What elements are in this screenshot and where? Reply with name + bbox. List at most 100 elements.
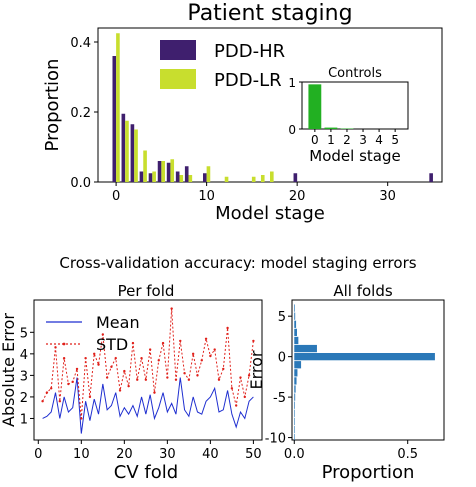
controls-inset: Controls 0 1 2 3 4 501 Model stage: [288, 66, 409, 165]
bar-pdd-lr-stage-1: [125, 120, 129, 182]
std-point-fold-35: [187, 378, 191, 381]
controls-bar-stage-1: [324, 127, 338, 129]
af-y-tick-label: -5: [273, 391, 286, 406]
std-point-fold-47: [239, 376, 242, 379]
std-point-fold-44: [226, 326, 229, 330]
bar-pdd-hr-stage-1: [121, 113, 126, 182]
patient-staging-ylabel: Proportion: [42, 59, 63, 152]
bar-pdd-lr-stage-10: [206, 166, 211, 182]
std-point-fold-12: [88, 395, 92, 399]
inset-x-tick-label: 2: [343, 133, 351, 147]
error-bar--4: [294, 385, 296, 393]
af-y-tick-label: 5: [278, 310, 286, 325]
std-point-fold-36: [191, 352, 195, 356]
pf-x-tick-label: 30: [159, 447, 176, 462]
af-y-tick-label: -10: [265, 432, 286, 447]
error-bar-1: [294, 344, 317, 353]
controls-bar-stage-0: [308, 84, 322, 129]
std-point-fold-13: [93, 352, 96, 356]
controls-inset-marks: [308, 84, 354, 129]
per-fold-chart: Per fold 0 10 20 30 40 50 1 2 3 4 5 CV fold Absolu…: [0, 282, 263, 483]
per-fold-title: Per fold: [118, 282, 175, 300]
std-point-fold-7: [67, 382, 70, 386]
bar-pdd-lr-stage-12: [224, 176, 229, 182]
std-point-fold-37: [196, 374, 199, 377]
std-point-fold-50: [252, 339, 255, 343]
std-point-fold-30: [166, 376, 169, 379]
std-point-fold-31: [170, 307, 173, 310]
error-bar-6: [294, 304, 295, 312]
bar-pdd-lr-stage-8: [188, 175, 193, 182]
pf-x-tick-label: 50: [245, 447, 262, 462]
per-fold-xlabel: CV fold: [114, 462, 178, 483]
per-fold-axes: [33, 299, 263, 441]
bar-pdd-hr-stage-35: [429, 173, 433, 182]
std-point-fold-38: [200, 359, 203, 362]
std-point-fold-26: [148, 348, 152, 351]
legend-label-mean: Mean: [96, 313, 140, 332]
pf-x-tick-label: 40: [202, 447, 219, 462]
all-folds-xlabel: Proportion: [322, 462, 415, 483]
bar-pdd-hr-stage-3: [139, 171, 144, 182]
std-point-fold-49: [247, 374, 251, 377]
std-point-fold-2: [45, 391, 49, 394]
y-tick-label: 0.2: [70, 106, 91, 121]
error-bar--5: [294, 393, 296, 401]
std-point-fold-42: [217, 378, 221, 381]
error-bar-4: [294, 320, 297, 328]
std-point-fold-22: [131, 341, 135, 345]
controls-inset-axes: [301, 81, 409, 130]
std-point-fold-48: [243, 395, 246, 399]
inset-x-tick-label: 4: [375, 133, 383, 147]
bar-pdd-hr-stage-4: [148, 173, 153, 182]
error-bar-3: [294, 328, 297, 337]
bar-pdd-hr-stage-7: [175, 171, 180, 182]
af-y-tick-label: 0: [278, 351, 286, 366]
y-tick-label: 0.4: [70, 36, 91, 51]
bar-pdd-lr-stage-3: [143, 150, 147, 182]
patient-staging-xlabel: Model stage: [215, 203, 325, 224]
std-point-fold-8: [71, 380, 74, 384]
patient-staging-title: Patient staging: [187, 1, 352, 26]
std-point-fold-46: [234, 404, 238, 407]
bar-pdd-lr-stage-15: [251, 176, 256, 182]
all-folds-chart: All folds 0.0 0.550-5-10 Proportion Error: [247, 282, 445, 483]
std-point-fold-18: [114, 356, 117, 360]
error-bar--3: [294, 377, 297, 385]
all-folds-axes: [291, 299, 445, 441]
legend-label-pdd-lr: PDD-LR: [214, 70, 282, 91]
x-tick-label: 0: [112, 189, 120, 204]
bar-pdd-hr-stage-0: [112, 56, 117, 182]
pf-y-tick-label: 3: [20, 369, 28, 384]
pf-x-tick-label: 10: [73, 447, 90, 462]
std-point-fold-43: [222, 367, 225, 371]
std-point-fold-25: [144, 378, 148, 381]
all-folds-title: All folds: [333, 282, 393, 300]
error-bar--10: [294, 433, 295, 442]
std-point-fold-45: [230, 387, 234, 390]
std-point-fold-1: [41, 400, 44, 403]
std-point-fold-40: [209, 354, 212, 358]
std-point-fold-28: [157, 359, 160, 362]
bar-pdd-lr-stage-2: [134, 129, 138, 182]
std-point-fold-14: [97, 363, 100, 366]
legend-label-std: STD: [96, 335, 128, 354]
legend-swatch-pdd-lr: [160, 69, 196, 89]
bar-pdd-lr-stage-17: [270, 171, 274, 182]
bar-pdd-hr-stage-8: [184, 166, 189, 182]
bar-pdd-hr-stage-6: [166, 162, 171, 182]
inset-y-tick-label: 1: [288, 76, 296, 90]
error-bar-0: [294, 353, 435, 361]
error-bar--7: [294, 409, 295, 417]
af-x-tick-label: 0.0: [284, 447, 305, 462]
legend-marker-std: [62, 342, 66, 346]
inset-x-tick-label: 0: [311, 133, 319, 147]
std-point-fold-16: [105, 376, 109, 379]
pf-x-tick-label: 0: [34, 447, 42, 462]
std-point-fold-41: [213, 348, 216, 351]
x-tick-label: 20: [289, 189, 306, 204]
std-point-fold-11: [84, 356, 87, 360]
controls-inset-ticks: 0 1 2 3 4 501: [288, 76, 399, 147]
bar-pdd-lr-stage-16: [260, 175, 265, 182]
